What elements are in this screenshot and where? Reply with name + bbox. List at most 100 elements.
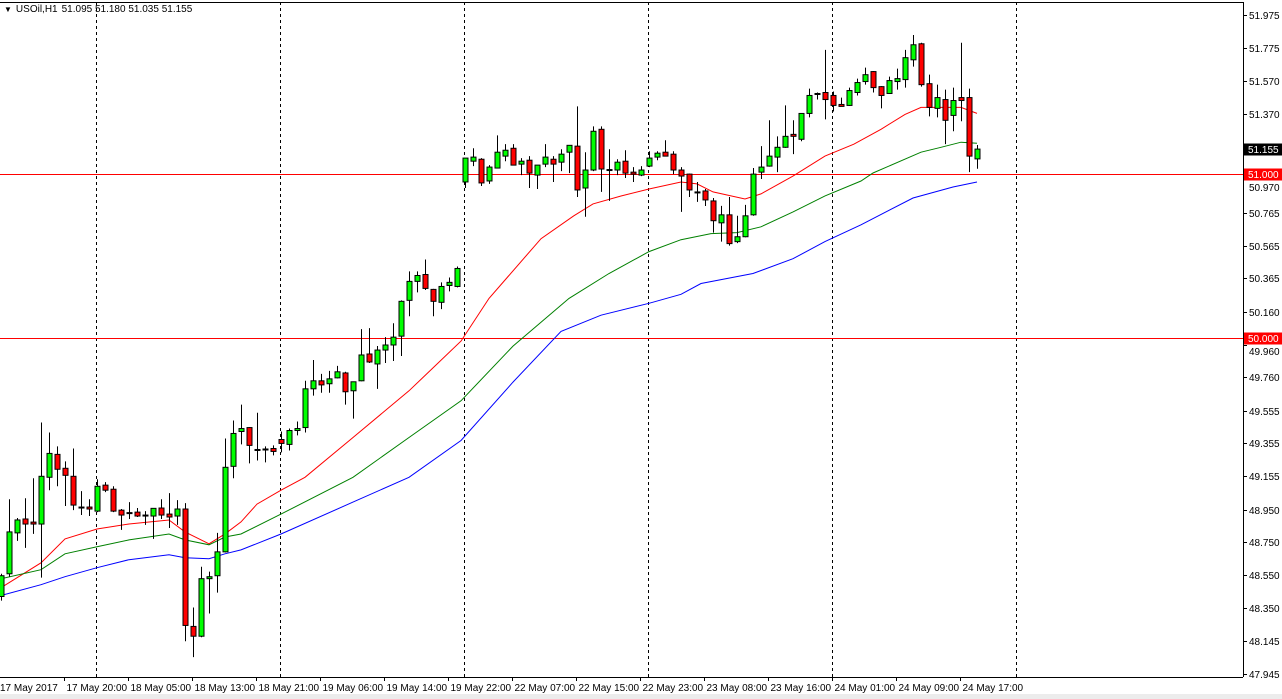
candle [894, 68, 901, 90]
candle [374, 345, 381, 389]
candle [590, 126, 597, 172]
candle [182, 503, 189, 642]
candle [686, 173, 693, 198]
price-tick-label: 49.155 [1249, 472, 1280, 483]
time-axis[interactable]: 17 May 2017 17 May 20:00 18 May 05:00 18 Ma… [0, 677, 1024, 694]
candle [878, 86, 885, 109]
level-price-label: 50.000 [1248, 334, 1279, 345]
bull-candle-body [582, 169, 589, 189]
candle [662, 140, 669, 157]
bull-candle-body [214, 551, 221, 577]
bear-candle-body [30, 521, 37, 525]
current-price-label: 51.155 [1248, 145, 1279, 156]
candle [934, 84, 941, 118]
time-tick-label: 22 May 23:00 [643, 683, 704, 694]
bear-candle-body [254, 448, 261, 451]
bear-candle-body [158, 507, 165, 516]
bull-candle-body [222, 466, 229, 553]
price-tick-label: 50.565 [1249, 242, 1280, 253]
candle [534, 164, 541, 189]
moving-average-line [0, 181, 978, 596]
bull-candle-body [470, 156, 477, 162]
price-tick-label: 50.970 [1249, 183, 1280, 194]
price-axis[interactable]: 51.975 51.775 51.570 51.370 50.970 50.765 50.5… [1243, 11, 1280, 681]
bull-candle-body [286, 430, 293, 445]
bear-candle-body [342, 372, 349, 393]
candle [110, 486, 117, 513]
candle [422, 259, 429, 291]
candle [438, 282, 445, 310]
bear-candle-body [822, 92, 829, 101]
bull-candle-body [854, 82, 861, 94]
price-tick-label: 49.555 [1249, 407, 1280, 418]
candle [766, 120, 773, 167]
candle [606, 149, 613, 201]
bottom-strip [0, 694, 1282, 699]
time-tick-label: 18 May 05:00 [131, 683, 192, 694]
time-tick-label: 19 May 06:00 [323, 683, 384, 694]
candle [782, 105, 789, 148]
level-price-label: 51.000 [1248, 170, 1279, 181]
bull-candle-body [718, 214, 725, 224]
candle [150, 507, 157, 539]
bull-candle-body [486, 166, 493, 182]
bear-candle-body [190, 625, 197, 637]
candle [950, 87, 957, 132]
candle [310, 360, 317, 396]
candle [414, 271, 421, 293]
candle [550, 156, 557, 182]
candle [526, 156, 533, 189]
candle [118, 509, 125, 530]
candle [222, 438, 229, 553]
candle [62, 461, 69, 507]
bear-candle-body [966, 97, 973, 157]
candle [726, 197, 733, 246]
bull-candle-body [174, 508, 181, 517]
bull-candle-body [934, 97, 941, 109]
time-tick-label: 23 May 08:00 [707, 683, 768, 694]
candle [958, 42, 965, 122]
moving-average-line [0, 106, 978, 589]
candle [542, 144, 549, 168]
bull-candle-body [326, 378, 333, 385]
price-tick-label: 49.960 [1249, 347, 1280, 358]
bull-candle-body [230, 432, 237, 467]
bear-candle-body [790, 133, 797, 137]
candle [190, 607, 197, 658]
bull-candle-body [302, 388, 309, 429]
candle [510, 144, 517, 166]
candle [518, 158, 525, 176]
candle [126, 502, 133, 519]
price-tick-label: 51.775 [1249, 44, 1280, 55]
candle [334, 365, 341, 379]
bull-candle-body [46, 452, 53, 478]
bull-candle-body [742, 215, 749, 238]
candle [142, 511, 149, 525]
triangle-down-icon[interactable]: ▼ [4, 5, 12, 14]
horizontal-levels[interactable] [0, 174, 1243, 339]
candle [622, 150, 629, 179]
bull-candle-body [782, 135, 789, 148]
bear-candle-body [134, 511, 141, 517]
candle [30, 478, 37, 534]
bull-candle-body [974, 148, 981, 160]
bear-candle-body [958, 97, 965, 102]
bull-candle-body [806, 94, 813, 114]
candle [254, 412, 261, 461]
candles [0, 34, 981, 658]
bear-candle-body [182, 508, 189, 626]
bull-candle-body [798, 112, 805, 140]
bull-candle-body [198, 578, 205, 637]
candle [750, 168, 757, 216]
candle [902, 49, 909, 88]
symbol-timeframe: USOil,H1 [15, 4, 58, 15]
candle [870, 71, 877, 93]
bear-candle-body [526, 159, 533, 174]
bull-candle-body [590, 130, 597, 171]
time-tick-label: 19 May 14:00 [387, 683, 448, 694]
candle [166, 493, 173, 528]
candle [846, 87, 853, 106]
bear-candle-body [550, 158, 557, 165]
bear-candle-body [878, 86, 885, 96]
